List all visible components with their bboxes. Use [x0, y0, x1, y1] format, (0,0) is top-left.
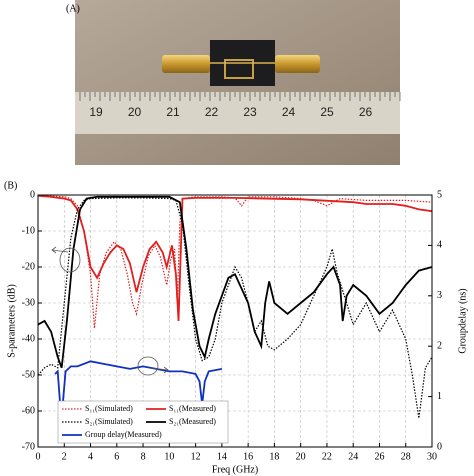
ruler-label: 24	[282, 105, 296, 119]
x-tick-label: 0	[36, 451, 41, 462]
y2-tick-label: 0	[437, 441, 442, 452]
connector-right	[275, 55, 320, 73]
legend-label: Group delay(Measured)	[85, 430, 162, 439]
series-line	[37, 194, 433, 322]
ruler-label: 20	[128, 105, 142, 119]
x-tick-label: 26	[374, 451, 384, 462]
y2-tick-label: 2	[437, 340, 442, 351]
x-tick-label: 24	[348, 451, 358, 462]
y-tick-label: -70	[22, 441, 35, 452]
y-tick-label: -30	[22, 297, 35, 308]
legend-box	[57, 400, 229, 444]
annotation-ellipse	[59, 247, 81, 273]
x-tick-label: 16	[243, 451, 253, 462]
annotations	[51, 246, 169, 376]
legend-label: S₂₁(Simulated)	[85, 417, 133, 426]
y2-tick-label: 4	[437, 240, 442, 251]
y-tick-label: -40	[22, 333, 35, 344]
series-line	[37, 195, 433, 369]
x-tick-label: 20	[296, 451, 306, 462]
x-tick-label: 6	[114, 451, 119, 462]
resonator	[224, 59, 254, 79]
panel-label: (B)	[4, 180, 17, 191]
x-tick-label: 8	[141, 451, 146, 462]
x-tick-label: 4	[88, 451, 93, 462]
x-tick-label: 18	[269, 451, 279, 462]
plot-frame	[37, 194, 433, 448]
y-tick-label: -60	[22, 405, 35, 416]
x-tick-label: 14	[217, 451, 227, 462]
y-tick-label: -50	[22, 369, 35, 380]
ruler-ticks: 19 20 21 22 23 24 25 26	[79, 92, 401, 119]
legend-label: S₁₁(Measured)	[169, 404, 216, 413]
photo: 19 20 21 22 23 24 25 26	[75, 0, 401, 165]
ruler-label: 22	[205, 105, 219, 119]
ruler-label: 21	[166, 105, 180, 119]
annotation-arrow	[149, 367, 169, 371]
y-axis-title: S-parameters (dB)	[6, 284, 17, 358]
annotation-arrow-head	[163, 366, 169, 374]
y2-tick-label: 5	[437, 189, 442, 200]
y-tick-label: 0	[30, 189, 35, 200]
series-line	[38, 195, 433, 329]
y-tick-label: -20	[22, 261, 35, 272]
x-tick-label: 10	[164, 451, 174, 462]
y-tick-label: -10	[22, 225, 35, 236]
legend: S₁₁(Simulated) S₁₁(Measured) S₂₁(Simulated…	[57, 400, 229, 444]
x-tick-label: 2	[62, 451, 67, 462]
x-tick-label: 28	[401, 451, 411, 462]
series-line	[37, 197, 433, 419]
annotation-ellipse	[137, 356, 159, 376]
ruler-label: 23	[243, 105, 257, 119]
ruler-label: 26	[359, 105, 373, 119]
y2-axis-title: Groupdelay (ns)	[457, 288, 468, 353]
connector-left	[162, 55, 210, 73]
y2-tick-label: 3	[437, 290, 442, 301]
ruler	[75, 92, 400, 134]
x-axis-title: Freq (GHz)	[212, 464, 258, 475]
ruler-label: 19	[89, 105, 103, 119]
ruler-label: 25	[320, 105, 334, 119]
y2-tick-label: 1	[437, 391, 442, 402]
annotation-arrow	[51, 249, 69, 253]
legend-label: S₁₁(Simulated)	[85, 404, 133, 413]
x-tick-label: 22	[322, 451, 332, 462]
legend-label: S₂₁(Measured)	[169, 417, 216, 426]
x-tick-label: 30	[427, 451, 437, 462]
annotation-arrow-head	[51, 246, 57, 254]
panel-label: (A)	[66, 3, 80, 14]
x-tick-label: 12	[191, 451, 201, 462]
